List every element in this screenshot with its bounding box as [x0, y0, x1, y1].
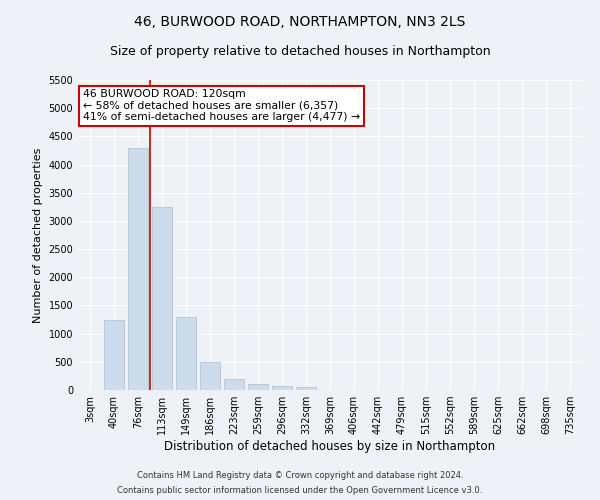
Bar: [128, 148, 148, 390]
Bar: [272, 386, 292, 390]
Bar: [200, 362, 220, 390]
Bar: [152, 207, 172, 390]
Text: Size of property relative to detached houses in Northampton: Size of property relative to detached ho…: [110, 45, 490, 58]
Text: Contains HM Land Registry data © Crown copyright and database right 2024.: Contains HM Land Registry data © Crown c…: [137, 471, 463, 480]
Text: Contains public sector information licensed under the Open Government Licence v3: Contains public sector information licen…: [118, 486, 482, 495]
Text: 46 BURWOOD ROAD: 120sqm
← 58% of detached houses are smaller (6,357)
41% of semi: 46 BURWOOD ROAD: 120sqm ← 58% of detache…: [83, 90, 360, 122]
Text: 46, BURWOOD ROAD, NORTHAMPTON, NN3 2LS: 46, BURWOOD ROAD, NORTHAMPTON, NN3 2LS: [134, 15, 466, 29]
Bar: [296, 386, 316, 390]
X-axis label: Distribution of detached houses by size in Northampton: Distribution of detached houses by size …: [164, 440, 496, 453]
Y-axis label: Number of detached properties: Number of detached properties: [33, 148, 43, 322]
Bar: [176, 316, 196, 390]
Bar: [248, 384, 268, 390]
Bar: [224, 378, 244, 390]
Bar: [104, 320, 124, 390]
